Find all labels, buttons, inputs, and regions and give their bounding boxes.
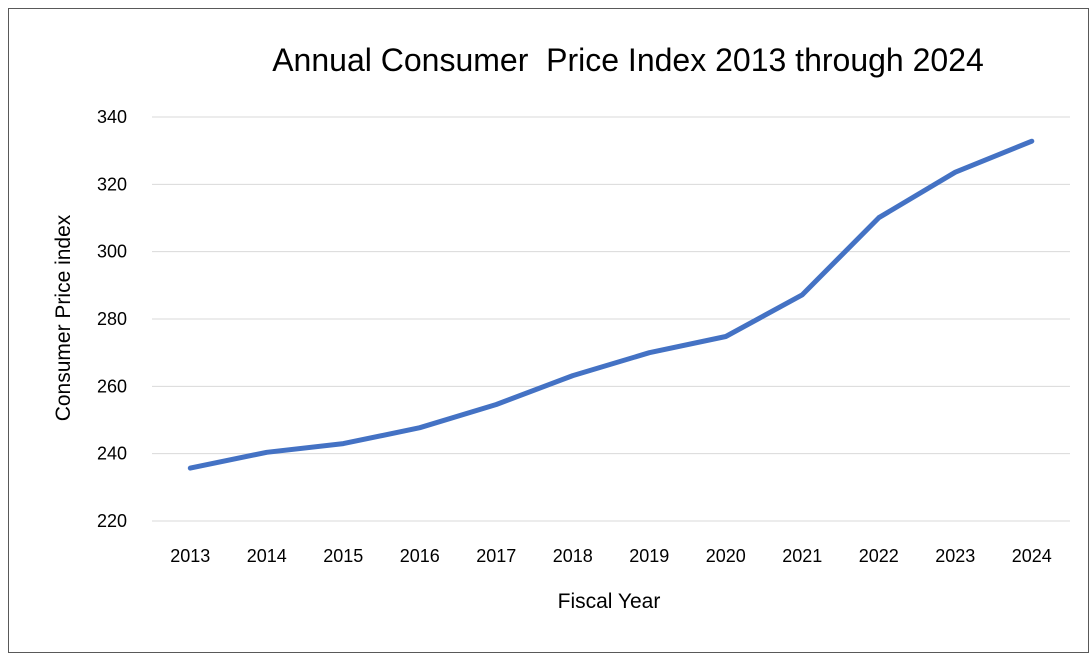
series-lines xyxy=(187,138,1035,471)
x-tick-labels: 2013 2014 2015 2016 2017 2018 2019 2020 2021 2022… xyxy=(170,546,1052,566)
x-tick-label: 2022 xyxy=(859,546,899,566)
x-tick-label: 2024 xyxy=(1012,546,1052,566)
y-tick-label: 280 xyxy=(97,309,127,329)
chart-title: Annual Consumer Price Index 2013 through… xyxy=(272,42,984,78)
x-tick-label: 2014 xyxy=(247,546,287,566)
y-tick-label: 300 xyxy=(97,242,127,262)
x-tick-label: 2016 xyxy=(400,546,440,566)
y-tick-label: 340 xyxy=(97,107,127,127)
x-tick-label: 2020 xyxy=(706,546,746,566)
x-tick-label: 2018 xyxy=(553,546,593,566)
series-line-0 xyxy=(187,138,1035,471)
x-tick-label: 2023 xyxy=(935,546,975,566)
x-tick-label: 2015 xyxy=(323,546,363,566)
x-tick-label: 2019 xyxy=(629,546,669,566)
x-tick-label: 2013 xyxy=(170,546,210,566)
gridlines xyxy=(152,116,1070,522)
y-axis-label: Consumer Price index xyxy=(52,214,75,421)
y-tick-label: 220 xyxy=(97,511,127,531)
y-tick-labels: 220 240 260 280 300 320 340 xyxy=(97,107,127,531)
x-tick-label: 2021 xyxy=(782,546,822,566)
y-tick-label: 240 xyxy=(97,444,127,464)
x-axis-label: Fiscal Year xyxy=(558,590,661,613)
chart-frame xyxy=(8,8,1089,653)
y-tick-label: 320 xyxy=(97,174,127,194)
x-tick-label: 2017 xyxy=(476,546,516,566)
y-tick-label: 260 xyxy=(97,376,127,396)
